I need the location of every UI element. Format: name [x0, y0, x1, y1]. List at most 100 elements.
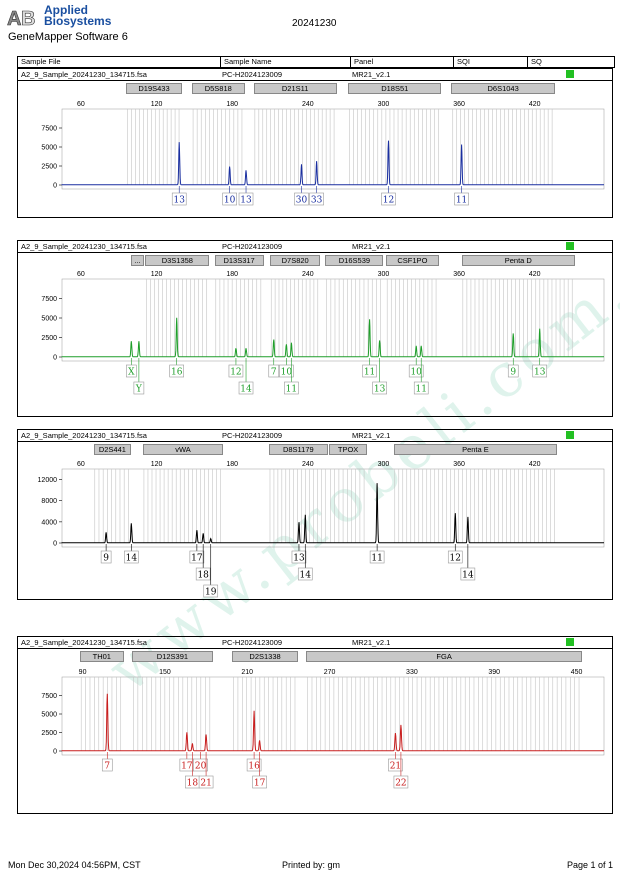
- x-tick-label: 300: [378, 271, 390, 278]
- y-tick-label: 7500: [41, 126, 57, 133]
- x-tick-label: 450: [571, 669, 583, 676]
- y-tick-label: 2500: [41, 335, 57, 342]
- col-panel: Panel: [351, 57, 454, 67]
- locus-marker-d3s1358[interactable]: D3S1358: [145, 255, 210, 266]
- electropherogram-plot: 60 120 180 240 300 360 420 0 2500 5000 7500 13 10 13 3…: [41, 101, 605, 206]
- allele-call-label: 12: [450, 554, 461, 564]
- electropherogram-panel-green: A2_9_Sample_20241230_134715.fsa PC-H20241…: [17, 240, 613, 417]
- locus-marker-th01[interactable]: TH01: [79, 651, 124, 662]
- allele-call-box: [169, 364, 185, 378]
- svg-text:A: A: [7, 8, 21, 30]
- allele-call-label: 11: [371, 554, 382, 564]
- x-tick-label: 180: [226, 271, 238, 278]
- allele-call-box: [189, 550, 205, 564]
- x-tick-label: 420: [529, 101, 541, 108]
- allele-call-label: 18: [197, 571, 209, 581]
- plot-frame: [61, 468, 605, 548]
- allele-call-label: 17: [254, 779, 266, 789]
- locus-marker-d2s441[interactable]: D2S441: [93, 444, 132, 455]
- x-tick-label: 180: [226, 461, 238, 468]
- sample-name: PC-H2024123009: [222, 242, 283, 251]
- locus-marker-d18s51[interactable]: D18S51: [348, 83, 442, 94]
- electropherogram-plot: 90 150 210 270 330 390 450 0 2500 5000 7500 17 18 20 2…: [41, 669, 605, 789]
- plot-frame: [61, 676, 605, 756]
- allele-call-label: 13: [374, 385, 386, 395]
- locus-marker-d5s818[interactable]: D5S818: [191, 83, 245, 94]
- locus-marker-d6s1043[interactable]: D6S1043: [451, 83, 555, 94]
- x-tick-label: 240: [302, 461, 314, 468]
- locus-marker-fga[interactable]: FGA: [306, 651, 583, 662]
- locus-marker-d16s539[interactable]: D16S539: [325, 255, 384, 266]
- sizing-quality-indicator: [566, 70, 574, 78]
- locus-marker-pentad[interactable]: Penta D: [461, 255, 575, 266]
- locus-marker-d19s433[interactable]: D19S433: [126, 83, 182, 94]
- allele-call-label: 17: [181, 762, 193, 772]
- x-tick-label: 240: [302, 271, 314, 278]
- locus-marker-d8s1179[interactable]: D8S1179: [268, 444, 328, 455]
- allele-call-label: 13: [534, 368, 546, 378]
- y-tick-label: 5000: [41, 712, 57, 719]
- allele-call-box: [101, 758, 113, 772]
- locus-marker-d13s317[interactable]: D13S317: [214, 255, 264, 266]
- allele-call-box: [193, 758, 208, 772]
- logo-line2: Biosystems: [44, 14, 112, 28]
- allele-call-box: [279, 364, 294, 378]
- x-tick-label: 120: [151, 271, 163, 278]
- allele-call-box: [238, 381, 254, 395]
- allele-call-box: [203, 584, 219, 598]
- allele-call-box: [198, 775, 214, 789]
- allele-call-box: [284, 381, 299, 395]
- sample-info-row[interactable]: A2_9_Sample_20241230_134715.fsa PC-H20241…: [18, 430, 612, 442]
- locus-marker-tpox[interactable]: TPOX: [329, 444, 368, 455]
- x-tick-label: 300: [378, 101, 390, 108]
- y-tick-label: 12000: [38, 477, 58, 484]
- allele-call-label: 7: [104, 762, 110, 772]
- col-sample-name: Sample Name: [221, 57, 351, 67]
- allele-call-label: 9: [103, 554, 109, 564]
- electropherogram-plot: 60 120 180 240 300 360 420 0 4000 8000 12000 9 14 17 1…: [38, 461, 605, 598]
- allele-call-label: 21: [200, 779, 211, 789]
- sizing-quality-indicator: [566, 431, 574, 439]
- locus-marker-vwa[interactable]: vWA: [142, 444, 224, 455]
- allele-call-label: 12: [383, 196, 394, 206]
- allele-call-box: [100, 550, 112, 564]
- allele-call-label: 11: [364, 368, 375, 378]
- allele-call-box: [388, 758, 403, 772]
- applied-biosystems-logo-icon: A B: [6, 6, 42, 30]
- allele-call-box: [238, 192, 254, 206]
- signal-trace: [61, 140, 604, 186]
- locus-marker-pentae[interactable]: Penta E: [393, 444, 558, 455]
- allele-call-box: [507, 364, 519, 378]
- electropherogram-panel-black: A2_9_Sample_20241230_134715.fsa PC-H20241…: [17, 429, 613, 600]
- app-name: GeneMapper Software 6: [8, 31, 128, 43]
- print-date: Mon Dec 30,2024 04:56PM, CST: [8, 860, 141, 870]
- logo-text: Applied Biosystems: [44, 4, 112, 28]
- locus-marker-d2s1338[interactable]: D2S1338: [232, 651, 298, 662]
- allele-call-label: 16: [171, 368, 183, 378]
- allele-call-label: 11: [286, 385, 297, 395]
- allele-call-label: 13: [293, 554, 305, 564]
- allele-call-label: 18: [187, 779, 199, 789]
- locus-marker-d12s391[interactable]: D12S391: [131, 651, 213, 662]
- x-tick-label: 300: [378, 461, 390, 468]
- locus-marker-d21s11[interactable]: D21S11: [253, 83, 337, 94]
- locus-marker-d7s820[interactable]: D7S820: [269, 255, 321, 266]
- allele-call-box: [171, 192, 187, 206]
- allele-call-box: [447, 550, 463, 564]
- sample-info-row[interactable]: A2_9_Sample_20241230_134715.fsa PC-H20241…: [18, 637, 612, 649]
- allele-call-box: [408, 364, 424, 378]
- x-tick-label: 360: [453, 461, 465, 468]
- allele-call-label: 22: [395, 779, 406, 789]
- allele-call-label: 13: [240, 196, 252, 206]
- y-tick-label: 0: [53, 541, 57, 548]
- sample-info-row[interactable]: A2_9_Sample_20241230_134715.fsa PC-H20241…: [18, 69, 612, 81]
- sample-info-row[interactable]: A2_9_Sample_20241230_134715.fsa PC-H20241…: [18, 241, 612, 253]
- locus-marker-csf1po[interactable]: CSF1PO: [385, 255, 439, 266]
- electropherogram-panel-blue: A2_9_Sample_20241230_134715.fsa PC-H20241…: [17, 68, 613, 218]
- x-tick-label: 240: [302, 101, 314, 108]
- allele-call-label: 30: [296, 196, 308, 206]
- sample-name: PC-H2024123009: [222, 431, 283, 440]
- locus-marker-[interactable]: ...: [131, 255, 144, 266]
- sample-file: A2_9_Sample_20241230_134715.fsa: [21, 638, 147, 647]
- y-tick-label: 5000: [41, 145, 57, 152]
